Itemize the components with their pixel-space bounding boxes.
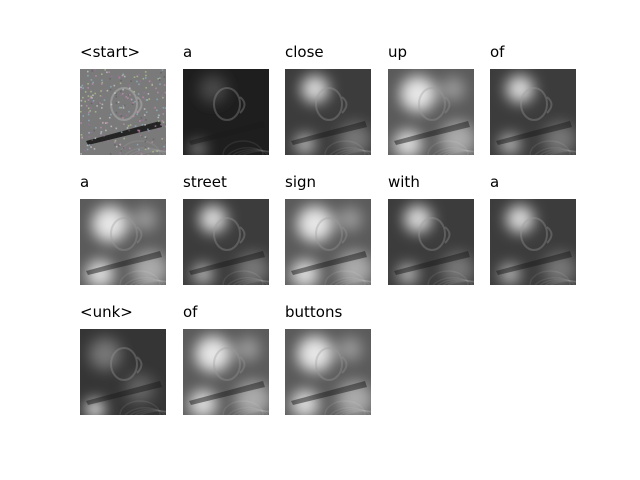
attention-map bbox=[285, 329, 371, 415]
attention-panel: buttons bbox=[285, 302, 371, 415]
attention-panel: with bbox=[388, 172, 474, 285]
attention-map bbox=[388, 69, 474, 155]
attention-map-image bbox=[183, 329, 269, 415]
panel-word-label: a bbox=[490, 173, 500, 191]
attention-map bbox=[183, 199, 269, 285]
attention-map bbox=[183, 69, 269, 155]
panel-word-label: buttons bbox=[285, 303, 343, 321]
panel-word-label: a bbox=[183, 43, 193, 61]
attention-panel: <unk> bbox=[80, 302, 166, 415]
attention-map bbox=[285, 199, 371, 285]
attention-panel: up bbox=[388, 42, 474, 155]
attention-map-image bbox=[285, 329, 371, 415]
attention-map-image bbox=[490, 199, 576, 285]
attention-map-image bbox=[388, 69, 474, 155]
attention-map-image bbox=[490, 69, 576, 155]
attention-map-image bbox=[80, 329, 166, 415]
panel-word-label: street bbox=[183, 173, 227, 191]
panel-word-label: of bbox=[490, 43, 505, 61]
attention-map bbox=[490, 69, 576, 155]
attention-panel: a bbox=[183, 42, 269, 155]
attention-map-image bbox=[285, 199, 371, 285]
attention-panel: street bbox=[183, 172, 269, 285]
attention-map bbox=[285, 69, 371, 155]
attention-panel: of bbox=[490, 42, 576, 155]
attention-panel: a bbox=[80, 172, 166, 285]
panel-word-label: a bbox=[80, 173, 90, 191]
attention-panel: close bbox=[285, 42, 371, 155]
attention-map bbox=[80, 69, 166, 155]
panel-word-label: <start> bbox=[80, 43, 141, 61]
panel-word-label: up bbox=[388, 43, 408, 61]
attention-map-image bbox=[183, 69, 269, 155]
attention-map bbox=[388, 199, 474, 285]
attention-panel: sign bbox=[285, 172, 371, 285]
panel-word-label: sign bbox=[285, 173, 317, 191]
attention-panel: a bbox=[490, 172, 576, 285]
panel-word-label: with bbox=[388, 173, 420, 191]
attention-panel: <start> bbox=[80, 42, 166, 155]
panel-word-label: close bbox=[285, 43, 324, 61]
attention-map-image bbox=[388, 199, 474, 285]
attention-map bbox=[183, 329, 269, 415]
attention-map-image bbox=[80, 69, 166, 155]
attention-map-image bbox=[183, 199, 269, 285]
attention-map-image bbox=[80, 199, 166, 285]
attention-map-image bbox=[285, 69, 371, 155]
panel-word-label: of bbox=[183, 303, 198, 321]
attention-panel: of bbox=[183, 302, 269, 415]
attention-map bbox=[490, 199, 576, 285]
attention-map bbox=[80, 199, 166, 285]
panel-word-label: <unk> bbox=[80, 303, 133, 321]
attention-map bbox=[80, 329, 166, 415]
